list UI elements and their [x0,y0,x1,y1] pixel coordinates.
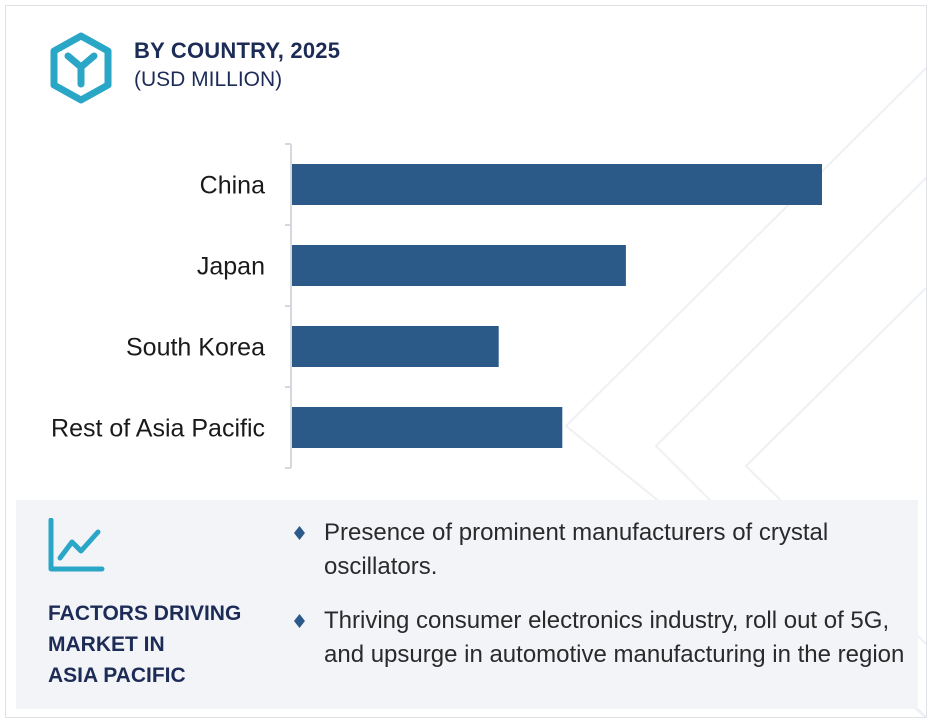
bar [292,164,822,205]
diamond-bullet-icon [294,614,305,628]
chart-title: BY COUNTRY, 2025 [134,38,341,63]
chart-subtitle: (USD MILLION) [134,68,283,91]
factors-title: FACTORS DRIVING MARKET IN ASIA PACIFIC [48,598,268,691]
diamond-bullet-icon [294,526,305,540]
bar [292,326,499,367]
hexagon-y-logo-icon [50,32,112,104]
factors-list: Presence of prominent manufacturers of c… [286,516,906,692]
factors-panel: FACTORS DRIVING MARKET IN ASIA PACIFIC P… [16,500,918,709]
factors-title-line: ASIA PACIFIC [48,664,186,687]
factor-bullet: Thriving consumer electronics industry, … [286,604,906,672]
category-label: Rest of Asia Pacific [51,415,265,443]
factors-title-line: FACTORS DRIVING [48,602,242,625]
factors-title-line: MARKET IN [48,633,165,656]
category-label: China [200,172,265,200]
chart-card: BY COUNTRY, 2025 (USD MILLION) China Japa… [5,5,927,718]
category-label: Japan [197,253,265,281]
bar [292,407,563,448]
bar [292,245,626,286]
factor-bullet: Presence of prominent manufacturers of c… [286,516,906,584]
line-chart-trend-icon [48,518,105,572]
factor-text: Thriving consumer electronics industry, … [324,607,905,668]
category-label: South Korea [126,334,265,362]
factor-text: Presence of prominent manufacturers of c… [324,519,829,580]
bar-chart: China Japan South Korea Rest of Asia Pacifi… [51,143,822,469]
